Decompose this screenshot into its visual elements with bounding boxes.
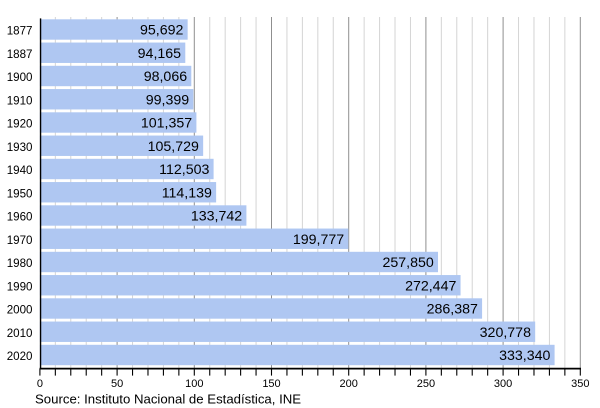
svg-text:1900: 1900 (7, 71, 33, 84)
svg-text:105,729: 105,729 (148, 139, 199, 155)
svg-text:2020: 2020 (7, 350, 33, 363)
svg-text:1990: 1990 (7, 280, 33, 293)
svg-text:250: 250 (417, 378, 435, 390)
svg-text:1930: 1930 (7, 141, 33, 154)
svg-text:1980: 1980 (7, 257, 33, 270)
svg-text:257,850: 257,850 (383, 255, 434, 271)
svg-text:333,340: 333,340 (499, 348, 550, 364)
svg-text:1877: 1877 (7, 25, 33, 38)
svg-text:272,447: 272,447 (405, 278, 456, 294)
svg-text:0: 0 (37, 378, 43, 390)
svg-text:1970: 1970 (7, 234, 33, 247)
svg-text:95,692: 95,692 (140, 23, 184, 39)
svg-text:150: 150 (262, 378, 280, 390)
svg-text:1940: 1940 (7, 164, 33, 177)
svg-text:286,387: 286,387 (427, 302, 478, 318)
svg-text:1960: 1960 (7, 211, 33, 224)
svg-text:133,742: 133,742 (191, 209, 242, 225)
svg-text:1950: 1950 (7, 187, 33, 200)
svg-text:1910: 1910 (7, 94, 33, 107)
svg-text:114,139: 114,139 (162, 185, 212, 201)
svg-text:350: 350 (571, 378, 589, 390)
svg-text:199,777: 199,777 (293, 232, 344, 248)
svg-text:50: 50 (111, 378, 123, 390)
svg-text:200: 200 (340, 378, 358, 390)
svg-text:112,503: 112,503 (159, 162, 209, 178)
svg-text:2010: 2010 (7, 327, 33, 340)
svg-text:2000: 2000 (7, 304, 33, 317)
svg-text:101,357: 101,357 (141, 116, 192, 132)
svg-text:300: 300 (494, 378, 512, 390)
svg-text:1887: 1887 (7, 48, 33, 61)
svg-text:99,399: 99,399 (146, 92, 190, 108)
svg-text:94,165: 94,165 (138, 46, 182, 62)
svg-text:1920: 1920 (7, 118, 33, 131)
svg-text:320,778: 320,778 (480, 325, 531, 341)
svg-text:100: 100 (185, 378, 203, 390)
svg-text:Source: Instituto Nacional de: Source: Instituto Nacional de Estadístic… (35, 392, 301, 407)
svg-text:98,066: 98,066 (144, 69, 188, 85)
